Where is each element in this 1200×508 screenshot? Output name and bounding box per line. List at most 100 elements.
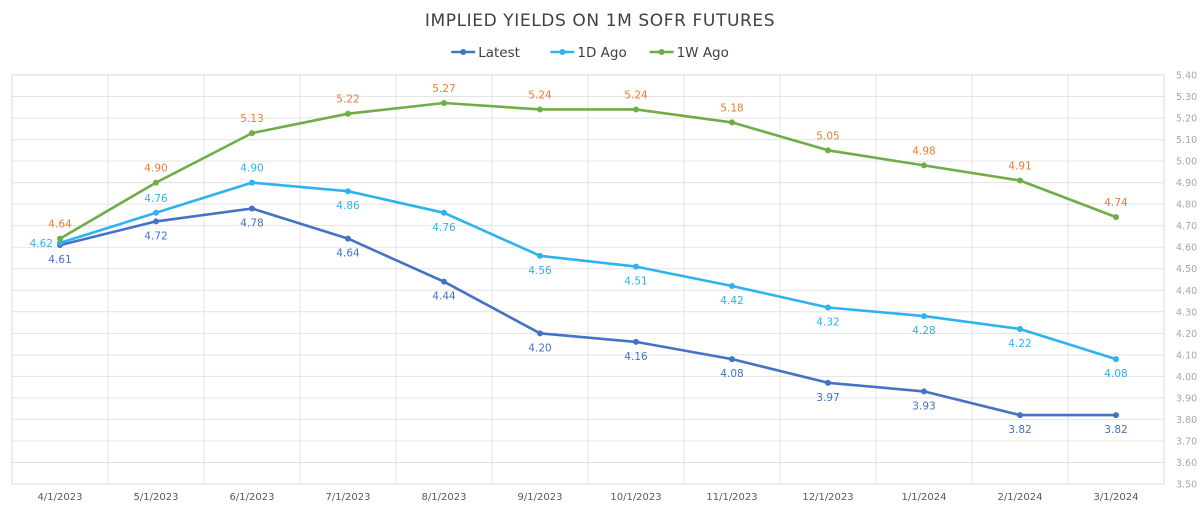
y-axis: 3.50 3.60 3.70 3.80 3.90 4.00 4.10 4.20 4.30 4.40… [1176,71,1197,491]
data-point [345,110,351,117]
data-label: 5.05 [816,130,839,142]
data-point [825,304,831,311]
series-latest [57,205,1119,419]
data-point [345,188,351,195]
series-line [58,207,1118,417]
data-point [153,179,159,186]
data-point [921,313,927,320]
data-point [441,99,447,106]
legend-swatch-marker [658,49,665,55]
series-line [58,101,1118,240]
data-point [921,162,927,169]
plot-area: 3.50 3.60 3.70 3.80 3.90 4.00 4.10 4.20 4.30 4.40… [11,71,1197,503]
data-point [537,330,543,337]
x-tick-label: 8/1/2023 [422,492,467,503]
data-point [1113,214,1119,221]
x-tick-label: 10/1/2023 [610,492,661,503]
y-tick-label: 3.60 [1176,458,1197,469]
data-label: 3.82 [1104,424,1127,436]
x-tick-label: 4/1/2023 [38,492,83,503]
data-label: 4.22 [1008,338,1031,350]
data-label: 4.64 [48,219,72,231]
data-label: 5.27 [432,83,455,95]
data-label: 4.32 [816,316,839,328]
legend-label: 1W Ago [677,45,729,61]
data-point [1113,412,1119,419]
data-label: 4.90 [144,163,167,175]
data-label: 4.90 [240,163,263,175]
series-1w-ago [57,99,1119,242]
data-labels: 4.61 4.72 4.78 4.64 4.44 4.20 4.16 4.08 3.97 3.93… [30,83,1128,436]
gridlines [12,74,1164,485]
data-point [729,356,735,363]
data-label: 5.24 [528,89,552,101]
data-label: 4.72 [144,230,167,242]
x-tick-label: 3/1/2024 [1094,492,1139,503]
x-tick-label: 11/1/2023 [706,492,757,503]
data-point [249,130,255,137]
y-tick-label: 4.40 [1176,286,1197,297]
legend-item-latest: Latest [451,45,520,61]
data-label: 4.76 [432,222,456,234]
series-line [58,181,1118,361]
y-tick-label: 4.30 [1176,307,1197,318]
data-label: 4.56 [528,265,552,277]
y-tick-label: 4.70 [1176,221,1197,232]
data-label: 5.18 [720,102,743,114]
x-tick-label: 7/1/2023 [326,492,371,503]
data-point [249,205,255,212]
chart-title: IMPLIED YIELDS ON 1M SOFR FUTURES [425,11,775,31]
data-point [1017,412,1023,419]
x-tick-label: 1/1/2024 [902,492,947,503]
legend-swatch-marker [559,49,566,55]
y-tick-label: 5.00 [1176,157,1197,168]
data-point [729,119,735,126]
chart-legend: Latest 1D Ago 1W Ago [451,45,729,61]
x-tick-label: 2/1/2024 [998,492,1043,503]
data-point [57,239,63,246]
data-label: 3.97 [816,392,839,404]
x-tick-label: 6/1/2023 [230,492,275,503]
data-point [153,209,159,216]
plot-frame [11,74,1165,485]
y-tick-label: 3.50 [1176,480,1197,491]
data-point [345,235,351,242]
y-tick-label: 5.30 [1176,92,1197,103]
data-label: 4.76 [144,193,168,205]
data-label: 4.16 [624,351,648,363]
data-label: 4.44 [432,291,456,303]
y-tick-label: 5.40 [1176,71,1197,82]
x-tick-label: 12/1/2023 [802,492,853,503]
series-group: 4.61 4.72 4.78 4.64 4.44 4.20 4.16 4.08 3.97 3.93… [30,83,1128,436]
data-label: 4.20 [528,342,551,354]
y-tick-label: 4.60 [1176,243,1197,254]
data-label: 4.61 [48,254,71,266]
data-label: 4.78 [240,217,263,229]
data-label: 4.51 [624,276,647,288]
data-point [537,106,543,113]
y-tick-label: 4.10 [1176,350,1197,361]
data-point [1113,356,1119,363]
data-point [153,218,159,225]
data-label: 3.82 [1008,424,1031,436]
data-point [1017,326,1023,333]
data-label: 4.42 [720,295,743,307]
legend-item-1d-ago: 1D Ago [550,45,627,61]
data-label: 4.64 [336,248,360,260]
x-tick-label: 5/1/2023 [134,492,179,503]
legend-label: 1D Ago [577,45,626,61]
y-tick-label: 4.00 [1176,372,1197,383]
y-tick-label: 3.80 [1176,415,1197,426]
data-label: 4.74 [1104,197,1128,209]
data-point [825,147,831,154]
data-point [729,282,735,289]
data-point [249,179,255,186]
data-label: 4.28 [912,325,935,337]
y-tick-label: 4.50 [1176,264,1197,275]
y-tick-label: 4.80 [1176,200,1197,211]
data-point [441,209,447,216]
data-point [537,252,543,259]
data-point [1017,177,1023,184]
data-point [633,338,639,345]
